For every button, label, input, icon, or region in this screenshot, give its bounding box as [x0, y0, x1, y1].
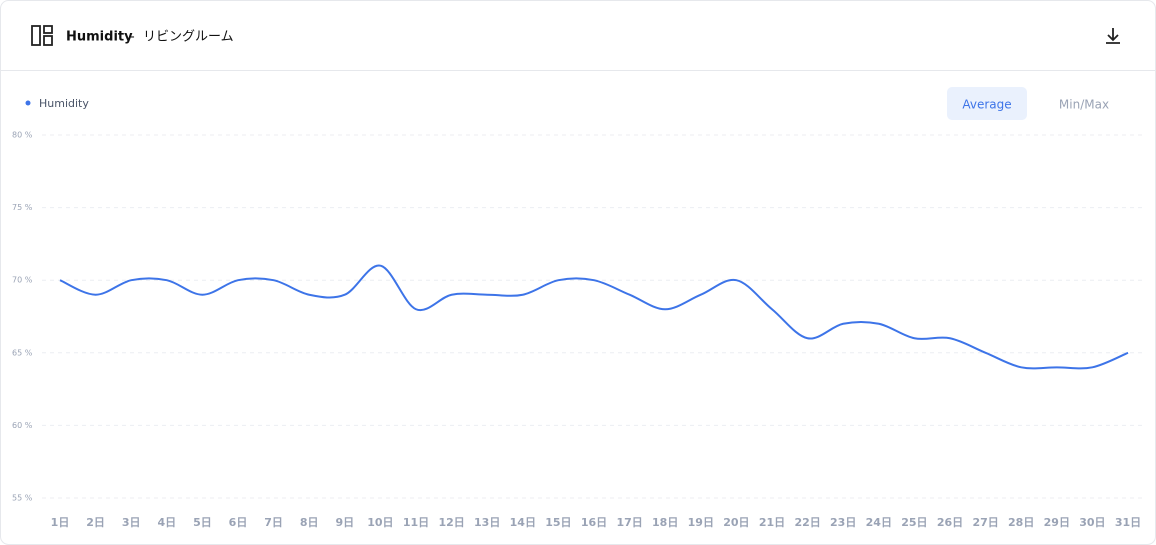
minmax-button[interactable]: Min/Max	[1059, 98, 1109, 112]
y-tick-label: 75 %	[12, 203, 33, 212]
x-tick-label: 1日	[51, 516, 70, 529]
x-tick-label: 29日	[1044, 516, 1070, 529]
x-tick-label: 13日	[474, 516, 500, 529]
y-tick-label: 55 %	[12, 494, 33, 503]
legend-dot	[25, 100, 31, 106]
dashboard-icon	[31, 25, 53, 46]
y-tick-label: 70 %	[12, 276, 33, 285]
x-tick-label: 30日	[1079, 516, 1105, 529]
x-tick-label: 31日	[1115, 516, 1141, 529]
x-tick-label: 24日	[866, 516, 892, 529]
y-tick-label: 65 %	[12, 348, 33, 357]
x-tick-label: 27日	[972, 516, 998, 529]
x-tick-label: 23日	[830, 516, 856, 529]
x-tick-label: 18日	[652, 516, 678, 529]
y-tick-label: 80 %	[12, 131, 33, 140]
x-tick-label: 10日	[367, 516, 393, 529]
x-tick-label: 7日	[264, 516, 283, 529]
x-tick-label: 19日	[688, 516, 714, 529]
x-tick-label: 20日	[723, 516, 749, 529]
x-tick-label: 17日	[616, 516, 642, 529]
x-tick-label: 4日	[157, 516, 176, 529]
average-button-bg[interactable]	[947, 87, 1027, 120]
legend-label: Humidity	[39, 97, 89, 110]
x-tick-label: 15日	[545, 516, 571, 529]
x-tick-label: 14日	[510, 516, 536, 529]
x-tick-label: 26日	[937, 516, 963, 529]
y-tick-label: 60 %	[12, 421, 33, 430]
x-tick-label: 9日	[335, 516, 354, 529]
x-tick-label: 22日	[794, 516, 820, 529]
x-tick-label: 3日	[122, 516, 141, 529]
header-separator: -	[130, 30, 135, 45]
x-tick-label: 5日	[193, 516, 212, 529]
header-room: リビングルーム	[143, 30, 234, 45]
x-tick-label: 21日	[759, 516, 785, 529]
download-button[interactable]	[1106, 28, 1120, 44]
x-tick-label: 28日	[1008, 516, 1034, 529]
x-tick-label: 12日	[438, 516, 464, 529]
x-tick-label: 2日	[86, 516, 105, 529]
x-tick-label: 11日	[403, 516, 429, 529]
x-tick-label: 25日	[901, 516, 927, 529]
humidity-line	[59, 264, 1129, 370]
x-tick-label: 8日	[300, 516, 319, 529]
x-tick-label: 16日	[581, 516, 607, 529]
average-button[interactable]: Average	[962, 98, 1011, 112]
header-title: Humidity	[66, 30, 133, 45]
x-tick-label: 6日	[229, 516, 248, 529]
